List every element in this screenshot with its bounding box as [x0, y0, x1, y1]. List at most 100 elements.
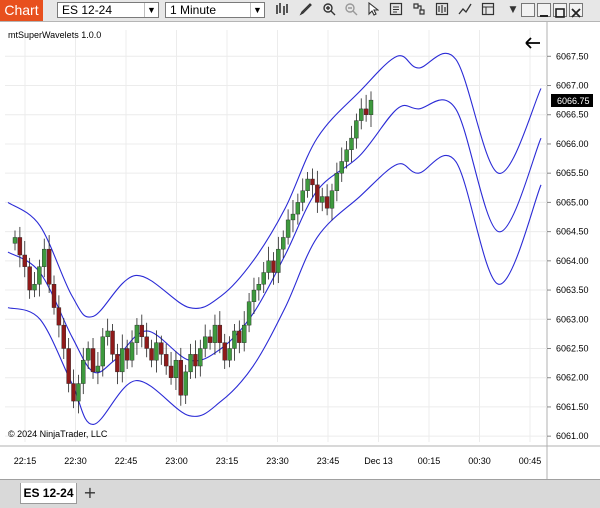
candle: [334, 162, 340, 202]
candle: [149, 339, 154, 368]
zoom-out-icon[interactable]: [341, 2, 361, 19]
time-tick-label: Dec 13: [364, 456, 393, 466]
candle: [295, 193, 301, 225]
time-tick-label: 23:00: [165, 456, 188, 466]
add-tab-button[interactable]: +: [83, 483, 97, 502]
candle-body: [51, 284, 57, 308]
candle: [324, 184, 330, 216]
candle-body: [139, 324, 144, 338]
wavelet-band-middle: [7, 99, 542, 374]
price-tick-label: 6062.00: [556, 373, 589, 383]
candle: [256, 277, 262, 301]
candle-body: [237, 330, 242, 343]
candle-body: [120, 348, 125, 373]
candle: [71, 369, 76, 409]
candle: [129, 330, 135, 368]
candle-body: [246, 301, 252, 326]
candle: [207, 329, 213, 350]
close-button[interactable]: [569, 3, 583, 18]
price-tick-label: 6065.50: [556, 168, 589, 178]
candle-body: [95, 365, 101, 373]
candle: [217, 311, 223, 354]
wavelet-band-upper: [7, 52, 542, 318]
candle: [227, 336, 232, 368]
candle: [349, 125, 354, 163]
candle-body: [46, 248, 52, 285]
chevron-down-icon[interactable]: ▼: [250, 3, 264, 17]
candle: [300, 178, 305, 212]
candle: [61, 318, 66, 360]
properties-icon[interactable]: [386, 2, 406, 19]
candle: [51, 275, 57, 315]
candle: [354, 113, 359, 149]
interval-select[interactable]: 1 Minute ▼: [165, 2, 265, 18]
candle-body: [359, 108, 364, 121]
tab-es-12-24[interactable]: ES 12-24: [20, 483, 77, 504]
candle-body: [256, 284, 262, 291]
candle-body: [300, 190, 305, 203]
candle: [37, 259, 42, 297]
candle: [329, 183, 335, 221]
candle: [246, 292, 252, 333]
bars-icon[interactable]: [273, 2, 293, 19]
candle-body: [188, 354, 193, 373]
candle-body: [320, 196, 325, 203]
candle-body: [202, 336, 208, 349]
candle-body: [227, 348, 232, 361]
candle-body: [178, 359, 184, 396]
candle-body: [217, 324, 223, 343]
interval-value: 1 Minute: [170, 3, 217, 17]
chevron-down-icon[interactable]: ▼: [144, 3, 158, 17]
pointer-icon[interactable]: [363, 1, 383, 19]
time-tick-label: 23:30: [266, 456, 289, 466]
candle-body: [315, 184, 320, 203]
time-tick-label: 23:15: [216, 456, 239, 466]
candle-body: [105, 330, 110, 338]
candle: [188, 343, 193, 379]
chart-trader-icon[interactable]: [432, 2, 452, 19]
candle: [290, 200, 296, 233]
strategy-icon[interactable]: [409, 2, 429, 19]
candle-body: [61, 324, 66, 349]
candle-body: [329, 190, 335, 209]
candle-body: [163, 354, 169, 367]
restore-button[interactable]: [521, 3, 535, 17]
candle-body: [305, 178, 310, 191]
instrument-select[interactable]: ES 12-24 ▼: [57, 2, 159, 18]
candle-body: [266, 260, 271, 273]
candle: [261, 262, 266, 293]
candle: [271, 252, 276, 285]
candle-body: [124, 348, 130, 361]
candle: [12, 230, 18, 251]
trend-icon[interactable]: [455, 2, 475, 19]
candle-body: [354, 120, 359, 139]
minimize-button[interactable]: [537, 3, 551, 17]
candle-body: [271, 260, 276, 273]
candle: [120, 334, 125, 383]
price-tick-label: 6061.50: [556, 402, 589, 412]
candle: [90, 337, 96, 379]
candle: [320, 187, 325, 212]
chart-panel[interactable]: 6061.00 6061.50 6062.00 6062.50 6063.00 6063.…: [0, 22, 600, 479]
back-arrow-icon[interactable]: [525, 37, 540, 49]
candle: [100, 328, 105, 377]
price-tick-label: 6067.50: [556, 51, 589, 61]
price-chart[interactable]: 6061.00 6061.50 6062.00 6062.50 6063.00 6063.…: [0, 22, 600, 479]
time-tick-label: 22:15: [14, 456, 37, 466]
indicator-label: mtSuperWavelets 1.0.0: [8, 30, 101, 40]
candle: [359, 98, 364, 130]
zoom-in-icon[interactable]: [319, 2, 339, 19]
data-box-icon[interactable]: [478, 2, 498, 19]
maximize-button[interactable]: [553, 3, 567, 18]
candle: [305, 172, 310, 198]
candle-body: [198, 348, 203, 367]
overflow-arrow-icon[interactable]: ▼: [509, 5, 517, 15]
candle-body: [100, 336, 105, 367]
candle: [105, 318, 110, 346]
candle: [163, 343, 169, 375]
price-tick-label: 6066.50: [556, 110, 589, 120]
pencil-icon[interactable]: [296, 2, 316, 19]
candle: [178, 347, 184, 406]
candle: [95, 352, 101, 385]
candle-body: [37, 266, 42, 285]
